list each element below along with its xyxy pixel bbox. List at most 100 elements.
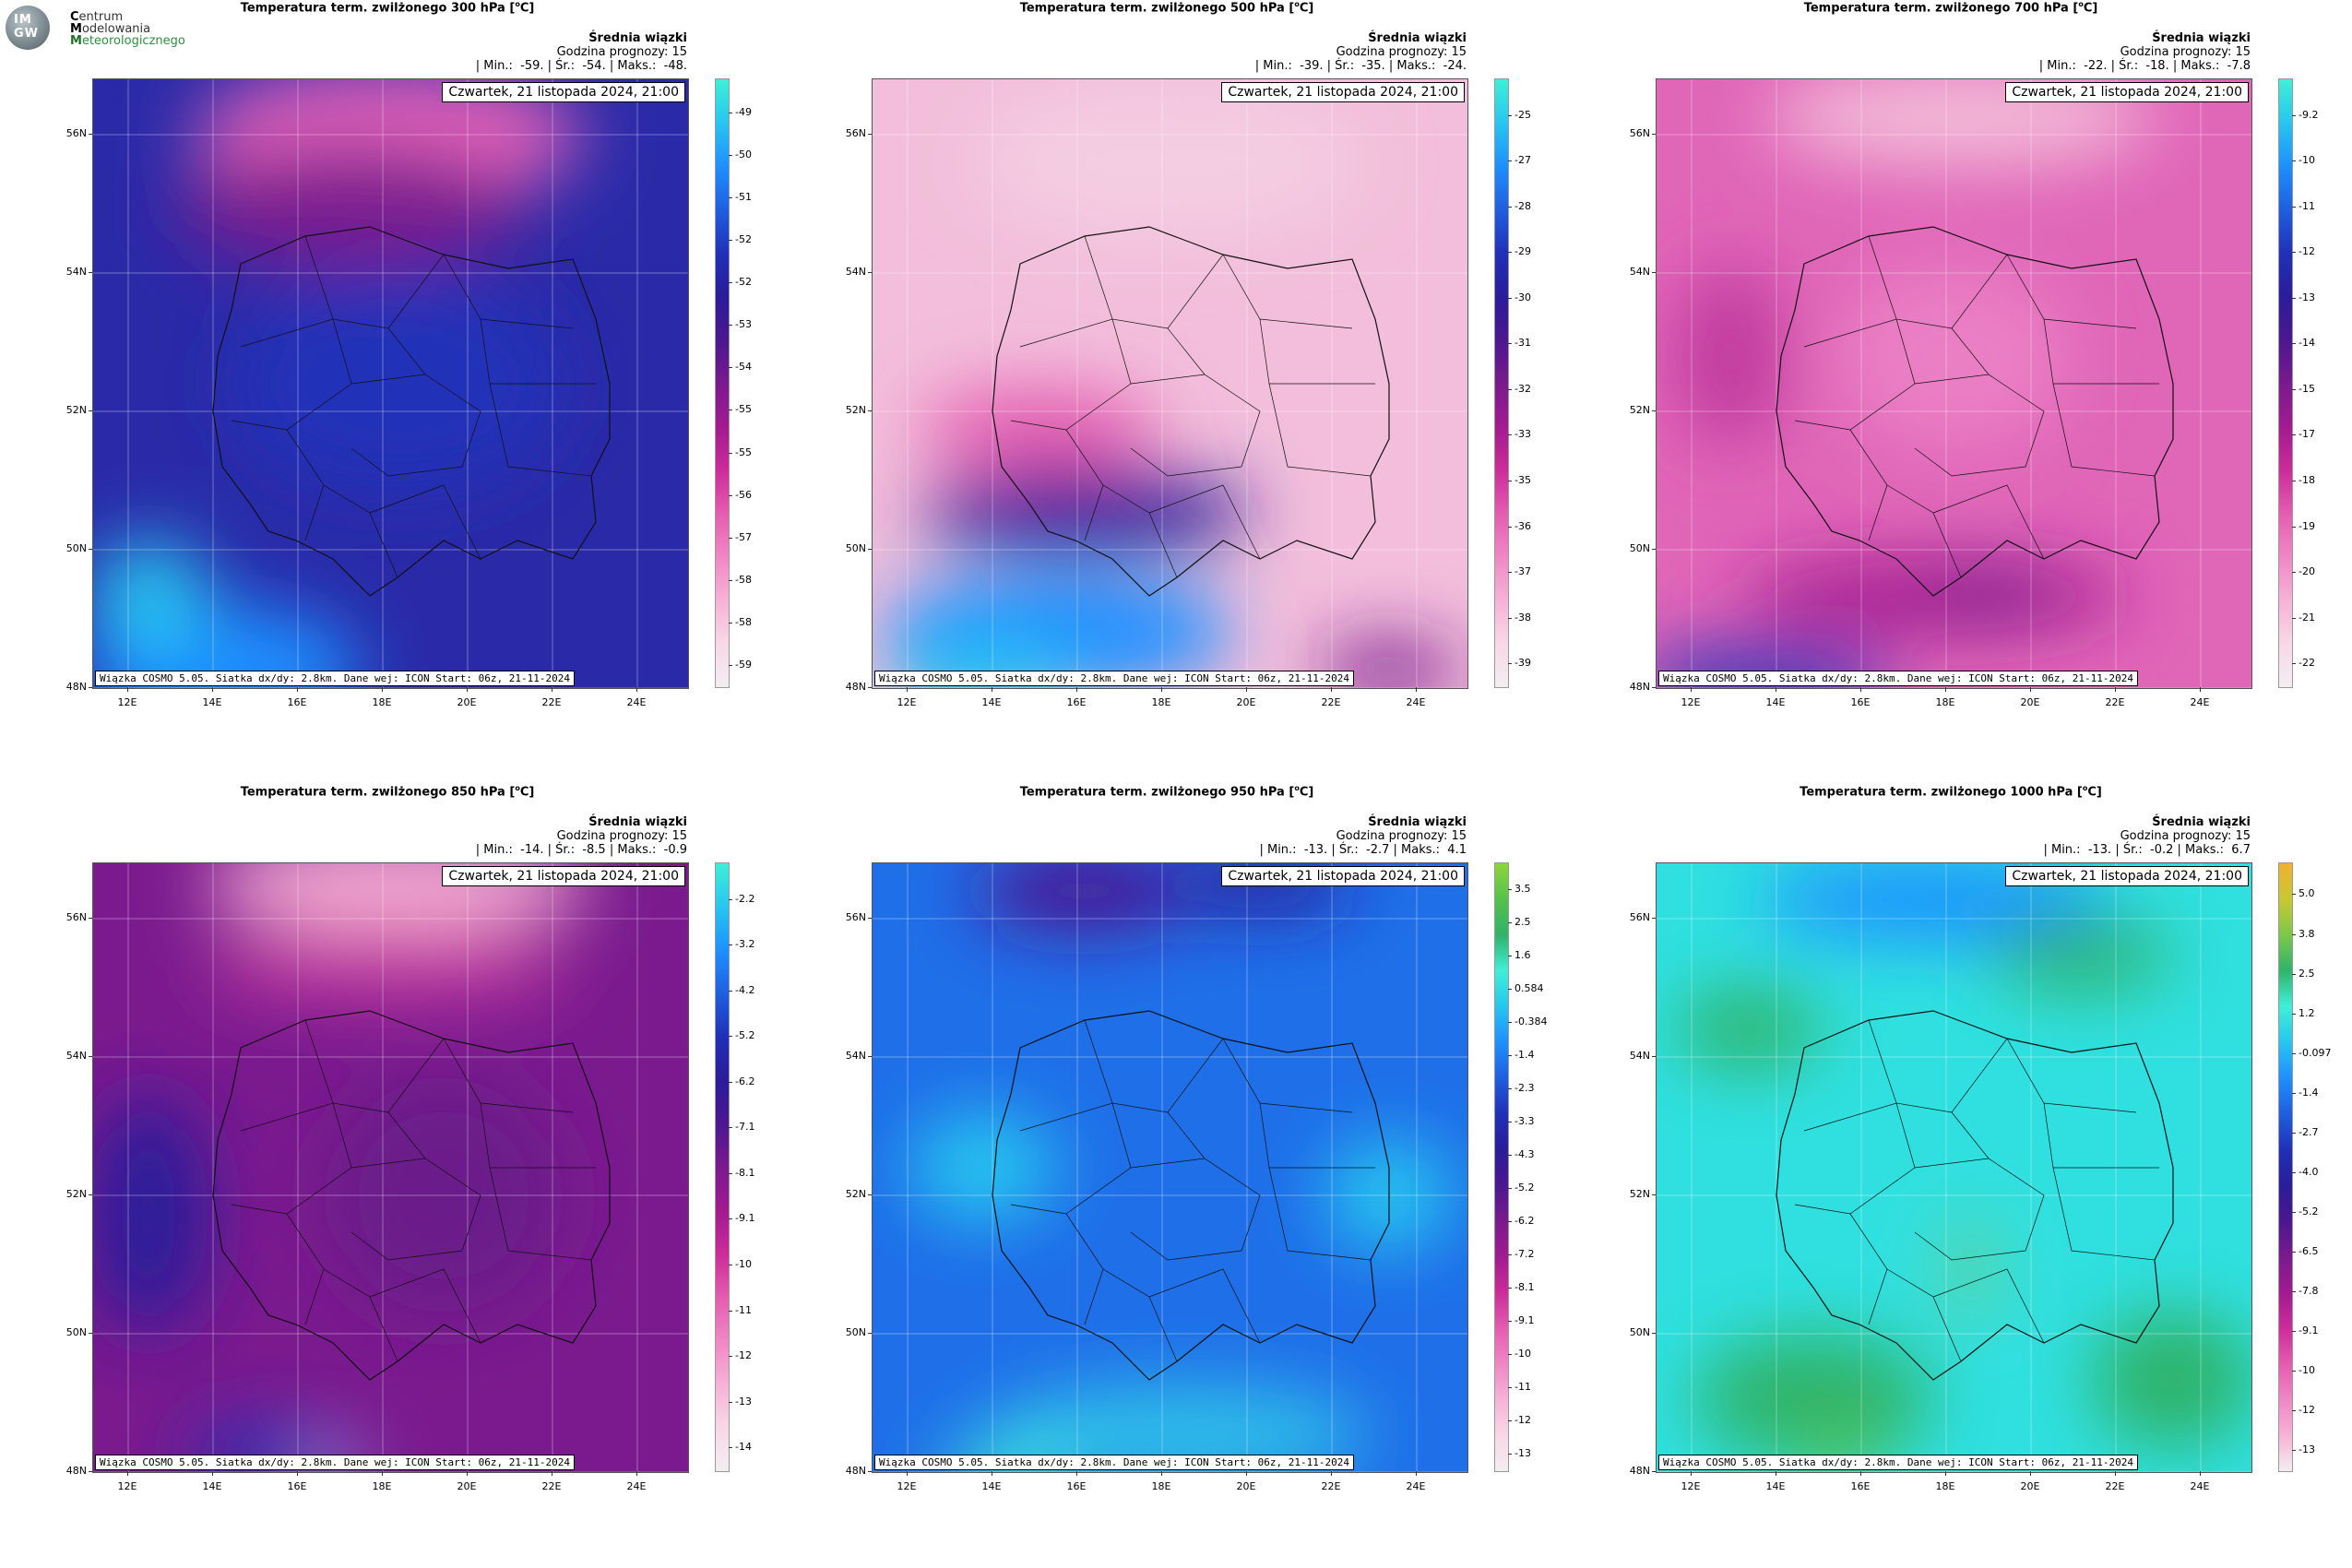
colorbar-tick-label: -59 [735,659,752,671]
lon-label: 12E [117,696,137,708]
forecast-hour-label: Godzina prognozy: 15 [1336,829,1467,843]
colorbar-tick-mark [729,1127,732,1128]
panel-title-text: Temperatura term. zwilżonego 850 hPa [ [240,785,516,800]
max-value: -48. [656,59,687,73]
lon-label: 18E [1935,1480,1955,1492]
field-blob [919,471,1251,554]
colorbar-tick-label: -9.2 [2299,109,2319,121]
colorbar-tick-label: -8.1 [1515,1281,1535,1293]
panel-stats-header: Średnia wiązki Godzina prognozy: 15 | Min.… [2043,815,2251,857]
avg-value: -35. [1354,59,1389,73]
valid-date-box: Czwartek, 21 listopada 2024, 21:00 [442,866,685,886]
colorbar-tick-mark [1508,298,1512,299]
colorbar-tick-mark [729,1173,732,1174]
colorbar-tick-label: -9.1 [2299,1324,2319,1336]
colorbar-tick-mark [1508,207,1512,208]
colorbar-tick-mark [1508,1022,1512,1023]
region-borders [1010,235,1375,578]
colorbar-tick-label: -37 [1515,565,1531,577]
lat-tick [89,1471,92,1472]
lat-label: 52N [65,404,87,416]
lat-label: 52N [845,404,866,416]
panel-1: Temperatura term. zwilżonego 500 hPa [oC… [835,0,1573,775]
lon-label: 24E [2190,696,2210,708]
max-value: 4.1 [1440,843,1467,857]
region-border [1914,1158,2045,1261]
colorbar-tick-mark [2292,572,2296,573]
field-blob [974,863,1195,932]
lat-tick [89,549,92,550]
colorbar-tick-mark [729,325,732,326]
lat-tick [1652,687,1656,688]
colorbar [2278,78,2293,688]
colorbar [715,78,730,688]
lon-label: 14E [202,696,222,708]
colorbar-tick-label: -11 [735,1304,752,1316]
colorbar-tick-label: -11 [1515,1381,1531,1393]
panel-3: Temperatura term. zwilżonego 850 hPa [oC… [55,784,793,1559]
lat-label: 56N [1629,127,1650,139]
colorbar-tick-label: -14 [735,1441,752,1453]
lon-label: 12E [1681,1480,1701,1492]
max-label: | Maks.: [1388,59,1436,73]
panel-title-unit-tail: C] [1299,1,1314,16]
country-border [1776,226,2174,597]
lat-label: 54N [65,1050,87,1062]
max-value: -24. [1435,59,1467,73]
min-value: -13. [2080,843,2116,857]
lat-label: 48N [845,1465,866,1477]
field-blob [909,1112,1057,1223]
colorbar-tick-label: -54 [735,361,752,373]
colorbar-tick-mark [2292,1410,2296,1411]
colorbar-tick-mark [1508,1254,1512,1255]
lon-label: 22E [541,1480,562,1492]
logo-text-line2: Modelowania [70,22,151,36]
colorbar-tick-mark [1508,618,1512,619]
colorbar-tick-label: -3.2 [735,938,755,950]
colorbar-tick-mark [1508,989,1512,990]
logo-mark-line2: GW [14,27,40,41]
lon-tick [127,687,128,692]
valid-date-box: Czwartek, 21 listopada 2024, 21:00 [1221,866,1465,886]
colorbar-tick-label: -27 [1515,154,1531,166]
colorbar-tick-mark [1508,1354,1512,1355]
colorbar-tick-mark [729,1447,732,1448]
colorbar-tick-label: -12 [1515,1414,1531,1426]
panel-title: Temperatura term. zwilżonego 1000 hPa [o… [1619,784,2283,799]
lon-label: 22E [541,696,562,708]
colorbar-tick-mark [2292,1093,2296,1094]
field-blob [204,928,573,1002]
panel-5: Temperatura term. zwilżonego 1000 hPa [o… [1619,784,2352,1559]
ensemble-mean-label: Średnia wiązki [1368,31,1467,45]
lon-label: 16E [287,1480,307,1492]
colorbar-tick-mark [729,1311,732,1312]
region-border [2052,383,2156,477]
avg-value: -54. [575,59,610,73]
panel-title: Temperatura term. zwilżonego 500 hPa [oC… [835,0,1499,15]
region-border [1932,484,2045,560]
colorbar-tick-label: -28 [1515,200,1531,212]
min-value: -59. [512,59,548,73]
colorbar-tick-label: -4.3 [1515,1148,1535,1160]
field-map [1657,863,2251,1472]
lon-tick [297,1471,298,1476]
avg-value: -2.7 [1358,843,1394,857]
colorbar-tick-label: -19 [2299,520,2315,532]
lon-tick [2115,687,2116,692]
region-border [1951,327,1990,375]
panel-title-unit-sup: o [1294,784,1300,792]
min-label: | Min.: [2038,59,2076,73]
ensemble-mean-label: Średnia wiązki [588,815,687,829]
lon-tick [2115,1471,2116,1476]
colorbar [1494,78,1509,688]
panel-title-unit-tail: C] [519,1,535,16]
field-blob [2090,1311,2251,1449]
colorbar-tick-label: -15 [2299,383,2315,395]
lon-tick [636,1471,637,1476]
panel-title-text: Temperatura term. zwilżonego 950 hPa [ [1019,785,1295,800]
ensemble-mean-label: Średnia wiązki [588,31,687,45]
region-border [489,1167,592,1261]
colorbar-tick-label: -14 [2299,337,2315,349]
lon-tick [636,687,637,692]
colorbar-tick-label: -0.097 [2299,1047,2332,1059]
